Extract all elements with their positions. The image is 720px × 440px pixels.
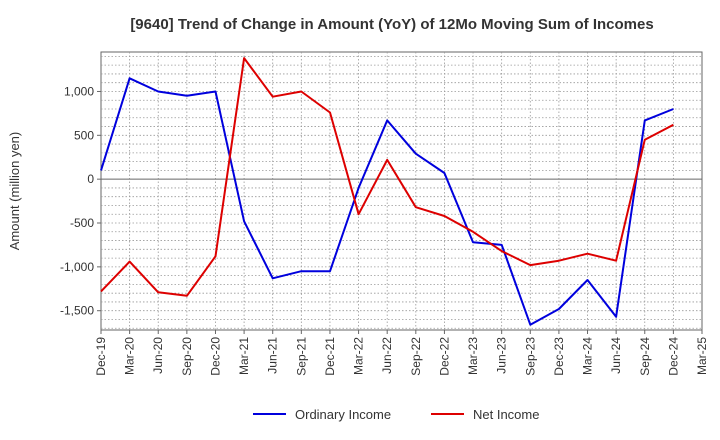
- x-tick-label: Dec-21: [323, 337, 337, 376]
- grid-lines: [101, 52, 702, 330]
- series-layer: [100, 57, 674, 326]
- legend-label: Ordinary Income: [295, 407, 391, 422]
- x-tick-label: Dec-23: [552, 337, 566, 376]
- y-tick-label: -1,500: [60, 304, 94, 318]
- x-tick-label: Dec-19: [94, 337, 108, 376]
- x-tick-label: Jun-24: [609, 337, 623, 374]
- x-tick-label: Mar-23: [466, 337, 480, 375]
- x-tick-label: Mar-21: [237, 337, 251, 375]
- y-tick-label: 500: [74, 128, 94, 142]
- x-tick-label: Mar-20: [123, 337, 137, 375]
- x-tick-label: Jun-21: [266, 337, 280, 374]
- legend: Ordinary Income Net Income: [253, 407, 539, 422]
- x-tick-label: Sep-21: [294, 337, 308, 376]
- y-tick-label: -1,000: [60, 260, 94, 274]
- x-tick-label: Jun-20: [151, 337, 165, 374]
- x-tick-label: Jun-23: [495, 337, 509, 374]
- x-tick-label: Mar-22: [352, 337, 366, 375]
- chart-title: [9640] Trend of Change in Amount (YoY) o…: [130, 16, 653, 33]
- x-tick-label: Mar-25: [695, 337, 709, 375]
- y-tick-labels: 1,000 500 0 -500 -1,000 -1,500: [60, 84, 101, 318]
- y-tick-label: -500: [70, 216, 94, 230]
- legend-label: Net Income: [473, 407, 539, 422]
- x-tick-labels: Dec-19 Mar-20 Jun-20 Sep-20 Dec-20 Mar-21 Jun-…: [94, 330, 709, 376]
- x-tick-label: Dec-24: [666, 337, 680, 376]
- series-line-ordinary-income: [100, 77, 674, 326]
- x-tick-label: Sep-24: [638, 337, 652, 376]
- series-line-net-income: [100, 57, 674, 297]
- x-tick-label: Sep-23: [523, 337, 537, 376]
- y-tick-label: 0: [87, 172, 94, 186]
- x-tick-label: Mar-24: [581, 337, 595, 375]
- x-tick-label: Jun-22: [380, 337, 394, 374]
- plot-area: [100, 51, 703, 331]
- x-tick-label: Sep-22: [409, 337, 423, 376]
- y-axis-label: Amount (million yen): [7, 132, 22, 251]
- x-tick-label: Dec-20: [208, 337, 222, 376]
- x-tick-label: Sep-20: [180, 337, 194, 376]
- x-tick-label: Dec-22: [437, 337, 451, 376]
- y-tick-label: 1,000: [64, 84, 94, 98]
